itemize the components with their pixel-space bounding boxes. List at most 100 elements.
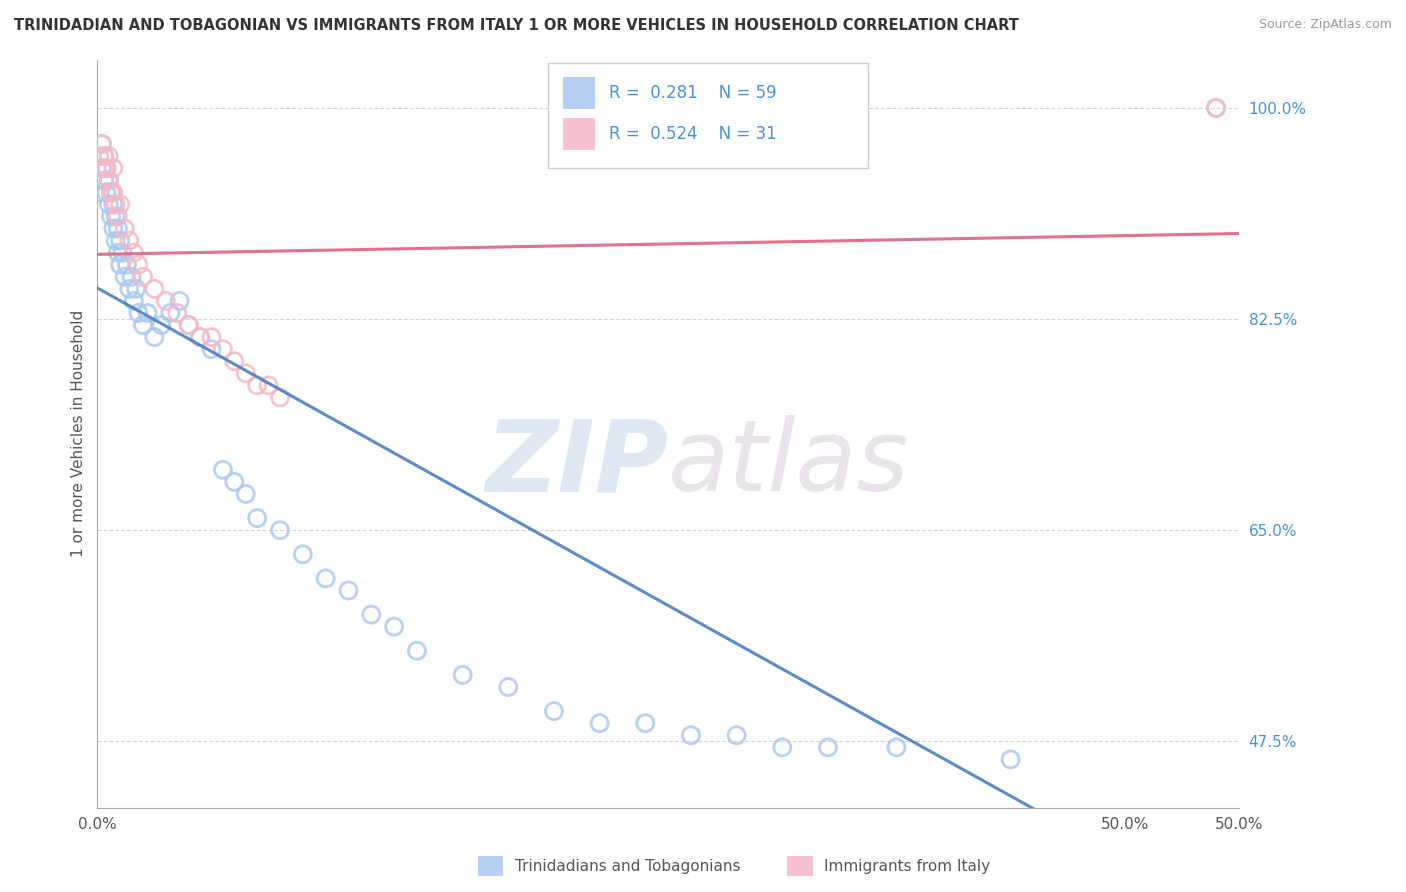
Point (143, 330, 166, 344)
Point (177, 318, 200, 332)
Point (360, 607, 382, 622)
Text: TRINIDADIAN AND TOBAGONIAN VS IMMIGRANTS FROM ITALY 1 OR MORE VEHICLES IN HOUSEH: TRINIDADIAN AND TOBAGONIAN VS IMMIGRANTS… (14, 18, 1019, 33)
Point (212, 342, 235, 356)
Point (90, 137, 112, 152)
Point (136, 306, 159, 320)
Point (103, 197, 125, 211)
Point (127, 258, 149, 272)
Point (96, 186, 118, 200)
Point (1000, 752, 1022, 766)
Point (159, 306, 181, 320)
Point (188, 330, 211, 344)
Text: atlas: atlas (668, 415, 910, 512)
Point (498, 680, 520, 694)
Text: R =  0.281    N = 59: R = 0.281 N = 59 (609, 84, 776, 103)
Point (96, 161, 118, 176)
Text: Immigrants from Italy: Immigrants from Italy (824, 859, 990, 873)
Point (257, 378, 280, 392)
Point (125, 282, 148, 296)
Point (90, 137, 112, 152)
Point (107, 210, 129, 224)
Point (108, 197, 131, 211)
Point (93, 149, 115, 163)
Point (200, 342, 222, 356)
Point (224, 354, 246, 368)
Point (108, 258, 131, 272)
Point (406, 644, 429, 658)
Point (100, 210, 122, 224)
Point (269, 391, 291, 405)
Text: R =  0.524    N = 31: R = 0.524 N = 31 (609, 125, 776, 143)
Point (122, 293, 145, 308)
Point (97, 149, 120, 163)
Point (103, 161, 125, 176)
Point (97, 173, 120, 187)
Point (143, 282, 166, 296)
Point (104, 197, 127, 211)
Point (634, 716, 657, 731)
Point (200, 330, 222, 344)
Point (96, 161, 118, 176)
Point (1205, 101, 1227, 115)
Point (246, 378, 269, 392)
Point (382, 620, 405, 634)
Point (235, 367, 257, 381)
Point (108, 234, 131, 248)
Text: Source: ZipAtlas.com: Source: ZipAtlas.com (1258, 18, 1392, 31)
Point (725, 728, 748, 742)
Point (246, 511, 269, 525)
Point (817, 740, 839, 755)
Point (118, 234, 141, 248)
Point (107, 221, 129, 235)
Point (100, 186, 122, 200)
Point (169, 293, 191, 308)
Point (93, 149, 115, 163)
Point (770, 740, 793, 755)
Point (337, 583, 360, 598)
Point (107, 245, 129, 260)
Point (93, 161, 115, 176)
Point (97, 173, 120, 187)
Point (111, 245, 134, 260)
Point (155, 293, 177, 308)
Point (543, 704, 565, 718)
Point (886, 740, 908, 755)
Text: ZIP: ZIP (485, 415, 668, 512)
Point (93, 173, 115, 187)
Point (212, 463, 235, 477)
Point (166, 306, 188, 320)
Point (588, 716, 610, 731)
Y-axis label: 1 or more Vehicles in Household: 1 or more Vehicles in Household (72, 310, 86, 558)
Point (150, 318, 173, 332)
Point (188, 330, 211, 344)
Point (132, 269, 155, 284)
Point (89, 186, 111, 200)
FancyBboxPatch shape (564, 78, 595, 109)
Point (315, 571, 337, 585)
Point (269, 523, 291, 537)
Point (121, 269, 143, 284)
Point (122, 245, 145, 260)
Point (114, 269, 136, 284)
Point (451, 668, 474, 682)
Point (118, 282, 141, 296)
Point (89, 149, 111, 163)
Point (100, 186, 122, 200)
Point (679, 728, 702, 742)
Point (114, 221, 136, 235)
Point (104, 234, 127, 248)
Point (104, 210, 127, 224)
Point (127, 306, 149, 320)
FancyBboxPatch shape (548, 63, 868, 168)
Text: Trinidadians and Tobagonians: Trinidadians and Tobagonians (515, 859, 740, 873)
Point (224, 475, 246, 489)
Point (177, 318, 200, 332)
Point (103, 221, 125, 235)
Point (90, 161, 112, 176)
Point (291, 547, 314, 561)
Point (97, 197, 120, 211)
Point (115, 258, 138, 272)
Point (1205, 101, 1227, 115)
FancyBboxPatch shape (564, 119, 595, 150)
Point (103, 186, 125, 200)
